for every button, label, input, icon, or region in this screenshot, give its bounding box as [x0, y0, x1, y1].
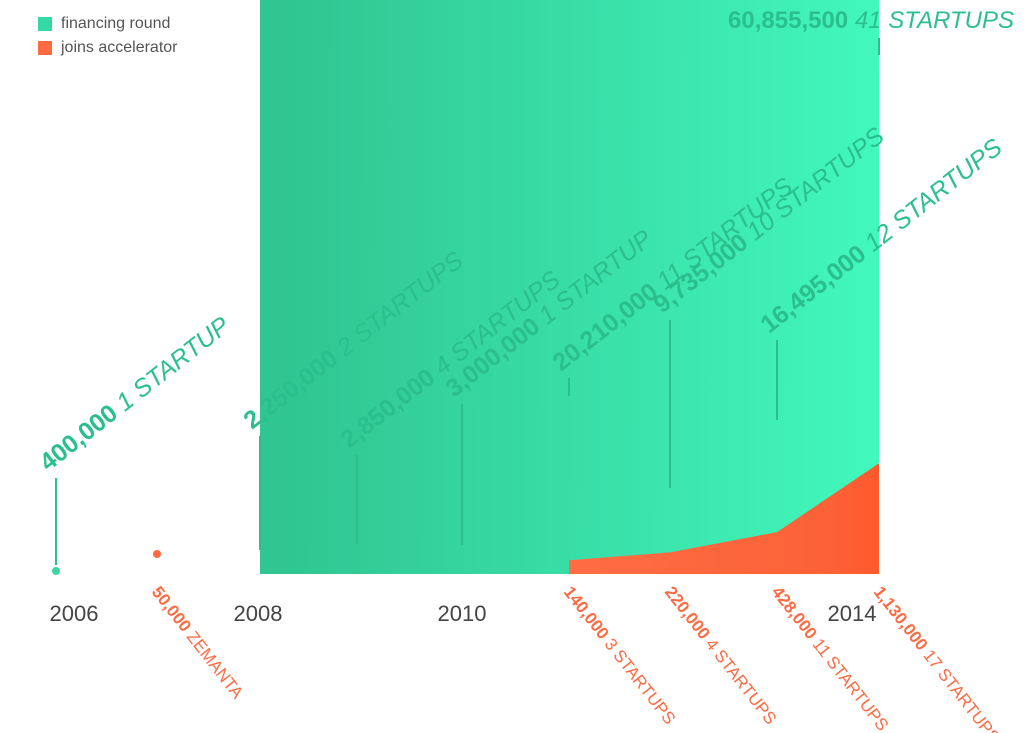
accelerator-area — [569, 463, 879, 574]
financing-count: 1 STARTUP — [111, 311, 235, 417]
accelerator-amount: 220,000 — [661, 583, 717, 647]
accelerator-amount: 140,000 — [560, 583, 616, 647]
accelerator-count: 11 STARTUPS — [809, 635, 893, 733]
legend-label-financing: financing round — [61, 15, 171, 32]
legend: financing round joins accelerator — [38, 12, 178, 60]
accelerator-count: 3 STARTUPS — [601, 635, 680, 728]
financing-count: 12 STARTUPS — [860, 133, 1008, 257]
financing-label: 400,000 1 STARTUP — [34, 311, 235, 476]
legend-item-accelerator[interactable]: joins accelerator — [38, 36, 178, 60]
x-tick-label: 2006 — [50, 601, 99, 626]
accelerator-amount: 1,130,000 — [870, 583, 934, 658]
financing-count: 41 STARTUPS — [855, 7, 1014, 34]
accelerator-amount: 428,000 — [768, 583, 824, 647]
financing-area — [260, 0, 879, 574]
accelerator-count: 4 STARTUPS — [702, 635, 781, 728]
x-tick-label: 2014 — [828, 601, 877, 626]
accelerator-label: 220,000 4 STARTUPS — [661, 583, 780, 728]
accelerator-point-2007 — [153, 550, 161, 558]
financing-amount: 60,855,500 — [728, 7, 855, 34]
x-tick-label: 2008 — [234, 601, 283, 626]
legend-label-accelerator: joins accelerator — [61, 39, 178, 56]
financing-amount: 400,000 — [34, 395, 128, 477]
financing-point-2006 — [52, 567, 60, 575]
legend-swatch-financing — [38, 17, 52, 31]
x-tick-label: 2010 — [438, 601, 487, 626]
accelerator-label: 140,000 3 STARTUPS — [560, 583, 679, 728]
legend-item-financing[interactable]: financing round — [38, 12, 178, 36]
accelerator-label: 1,130,000 17 STARTUPS — [870, 583, 1004, 733]
financing-label: 60,855,500 41 STARTUPS — [728, 7, 1014, 34]
legend-swatch-accelerator — [38, 41, 52, 55]
accelerator-count: 17 STARTUPS — [919, 646, 1003, 733]
accelerator-amount: 50,000 — [148, 583, 198, 639]
accelerator-label: 50,000 ZEMANTA — [148, 583, 248, 703]
accelerator-count: ZEMANTA — [183, 627, 248, 702]
